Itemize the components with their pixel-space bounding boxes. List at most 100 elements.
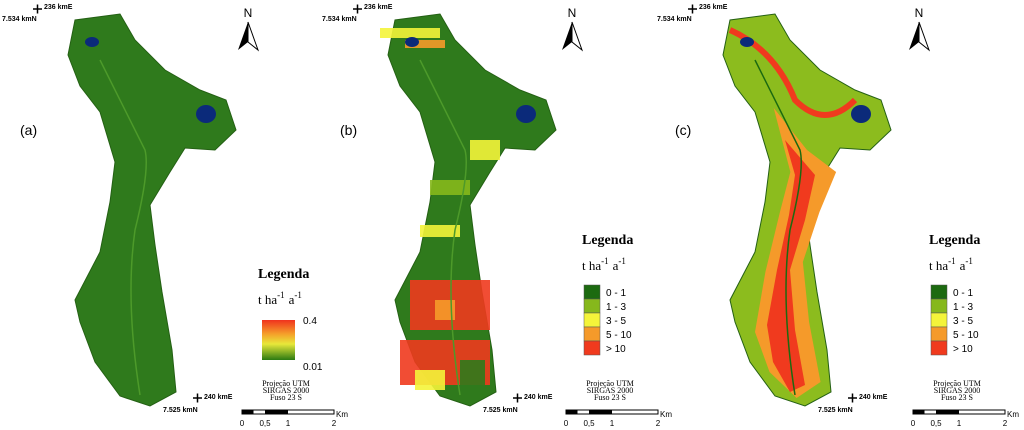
projection-text: SIRGAS 2000 — [587, 386, 633, 395]
legend-swatch — [930, 298, 948, 314]
coord-cross — [33, 4, 42, 14]
scale-bar — [913, 410, 925, 414]
legend-unit: t ha-1 a-1 — [582, 256, 626, 273]
north-arrow — [562, 22, 572, 50]
unit-part: -1 — [277, 290, 285, 300]
map-panel: 236 kmE 7.534 kmN 240 kmE 7.525 kmN (b) N Lege… — [322, 4, 672, 428]
coord-label: 7.534 kmN — [2, 16, 37, 23]
stream — [419, 59, 467, 396]
legend-swatch — [583, 298, 601, 314]
panel-label: (a) — [20, 122, 37, 138]
north-arrow — [918, 21, 931, 52]
projection-text: SIRGAS 2000 — [934, 386, 980, 395]
reservoir — [851, 105, 871, 123]
legend-class: 0 - 1 — [953, 288, 973, 299]
scale-label: 0 — [564, 419, 569, 428]
erosion-patch — [415, 370, 445, 390]
legend-swatch — [930, 312, 948, 328]
coord-cross — [848, 393, 857, 403]
legend-max: 0.4 — [303, 316, 317, 327]
scale-label: 2 — [656, 419, 661, 428]
reservoir — [405, 37, 419, 47]
scale-bar — [566, 410, 578, 414]
legend-class: 0 - 1 — [606, 288, 626, 299]
legend-gradient — [262, 320, 295, 360]
reservoir — [516, 105, 536, 123]
stream — [754, 59, 802, 396]
reservoir — [740, 37, 754, 47]
legend-swatch — [583, 284, 601, 300]
legend-class: 5 - 10 — [953, 330, 979, 341]
legend-min: 0.01 — [303, 362, 323, 373]
basin — [67, 13, 237, 407]
coord-label: 7.534 kmN — [657, 16, 692, 23]
scale-bar — [936, 410, 959, 414]
scale-label: 2 — [1003, 419, 1008, 428]
scale-label: 2 — [332, 419, 337, 428]
projection-text: Fuso 23 S — [941, 393, 973, 402]
scale-label: 1 — [610, 419, 615, 428]
unit-part: -1 — [601, 256, 609, 266]
scale-label: 1 — [286, 419, 291, 428]
erosion-zone — [767, 140, 815, 392]
coord-label: 7.525 kmN — [818, 407, 853, 414]
coord-cross — [688, 4, 697, 14]
coord-label: 7.525 kmN — [163, 407, 198, 414]
legend-title: Legenda — [258, 267, 309, 282]
north-arrow — [909, 22, 919, 50]
projection-text: Fuso 23 S — [270, 393, 302, 402]
legend-swatch — [930, 326, 948, 342]
erosion-patch — [470, 140, 500, 160]
unit-part: a — [960, 258, 966, 273]
legend-unit: t ha-1 a-1 — [258, 290, 302, 307]
legend-title: Legenda — [582, 233, 633, 248]
scale-label: 0,5 — [583, 419, 595, 428]
coord-label: 240 kmE — [204, 394, 233, 401]
panel-label: (c) — [675, 122, 691, 138]
unit-part: -1 — [965, 256, 973, 266]
coord-label: 7.534 kmN — [322, 16, 357, 23]
scale-label: 1 — [957, 419, 962, 428]
legend-class: 1 - 3 — [606, 302, 626, 313]
coord-label: 236 kmE — [364, 4, 393, 11]
legend-class: 5 - 10 — [606, 330, 632, 341]
legend-class: > 10 — [606, 344, 626, 355]
legend-class: 3 - 5 — [606, 316, 626, 327]
coord-cross — [193, 393, 202, 403]
unit-part: -1 — [618, 256, 626, 266]
erosion-patch — [430, 180, 470, 195]
scale-bar — [265, 410, 288, 414]
erosion-patch — [435, 300, 455, 320]
north-arrow — [238, 22, 248, 50]
coord-label: 240 kmE — [859, 394, 888, 401]
north-label: N — [915, 6, 924, 20]
projection-text: SIRGAS 2000 — [263, 386, 309, 395]
projection-text: Fuso 23 S — [594, 393, 626, 402]
north-arrow — [571, 21, 584, 52]
erosion-patch — [405, 40, 445, 48]
reservoir — [196, 105, 216, 123]
scale-bar — [242, 410, 254, 414]
coord-cross — [513, 393, 522, 403]
legend-class: 1 - 3 — [953, 302, 973, 313]
legend-title: Legenda — [929, 233, 980, 248]
legend-swatch — [583, 312, 601, 328]
projection-text: Projeção UTM — [262, 379, 310, 388]
scale-label: 0,5 — [259, 419, 271, 428]
unit-part: -1 — [948, 256, 956, 266]
scale-unit: Km — [1007, 410, 1019, 419]
unit-part: a — [613, 258, 619, 273]
unit-part: -1 — [294, 290, 302, 300]
scale-unit: Km — [336, 410, 348, 419]
erosion-patch — [460, 360, 485, 385]
coord-label: 240 kmE — [524, 394, 553, 401]
unit-part: a — [289, 292, 295, 307]
scale-bar — [589, 410, 612, 414]
projection-text: Projeção UTM — [586, 379, 634, 388]
unit-part: t ha — [929, 258, 948, 273]
legend-swatch — [930, 340, 948, 356]
erosion-patch — [420, 225, 460, 237]
coord-label: 7.525 kmN — [483, 407, 518, 414]
unit-part: t ha — [258, 292, 277, 307]
